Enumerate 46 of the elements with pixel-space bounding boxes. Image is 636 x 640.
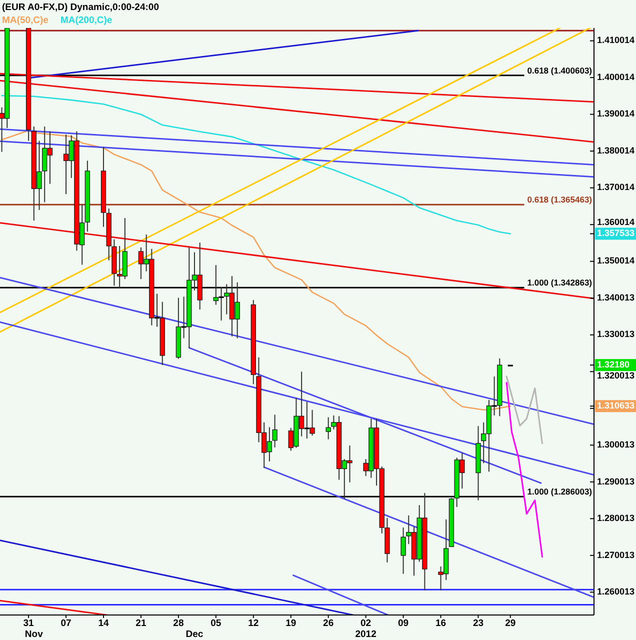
y-tick-label: 1.350014 [597, 256, 635, 266]
x-tick-label: 07 [60, 618, 72, 629]
x-tick-label: 23 [472, 618, 484, 629]
x-tick-label: 28 [173, 618, 184, 629]
y-tick-label: 1.260013 [597, 586, 635, 597]
x2-tick-label: 2012 [355, 629, 376, 640]
text: MA(50,C)e [2, 15, 48, 26]
y-tick-label: 1.330013 [597, 329, 635, 340]
y-tick-label: 1.390014 [597, 108, 635, 119]
y-tick-label: 1.300013 [597, 440, 635, 450]
y-tick-label: 1.360014 [597, 217, 635, 228]
y-tick-label: 1.32180 [597, 359, 630, 370]
x2-tick-label: Nov [24, 629, 44, 640]
x-tick-label: 16 [435, 618, 446, 629]
x-tick-label: 26 [323, 618, 334, 629]
y-tick-label: 1.410014 [597, 35, 635, 46]
ref-line-label: 1.000 (1.342863) [527, 278, 592, 288]
x-tick-label: 12 [248, 618, 259, 629]
ref-line-label: 0.618 (1.365463) [527, 194, 592, 205]
line-series [506, 376, 543, 444]
y-tick-label: 1.370014 [597, 182, 635, 192]
x-tick-label: 05 [210, 618, 222, 629]
candlestick [326, 416, 331, 440]
ref-line-label: 1.000 (1.286003) [527, 486, 592, 497]
chart-title: (EUR A0-FX,D) Dynamic,0:00-24:00 [2, 2, 159, 13]
x-tick-label: 31 [23, 618, 35, 629]
x2-tick-label: Dec [186, 629, 204, 640]
y-tick-label: 1.340013 [597, 292, 635, 302]
y-tick-label: 1.280013 [597, 513, 635, 524]
x-tick-label: 29 [505, 618, 516, 629]
x-tick-label: 09 [398, 618, 409, 629]
candlestick [272, 414, 278, 448]
line-series [1, 130, 512, 411]
ref-line-label: 0.618 (1.400603) [527, 65, 592, 76]
x-tick-label: 21 [136, 618, 147, 629]
x-tick-label: 19 [286, 618, 296, 629]
y-tick-label: 1.290013 [597, 476, 635, 486]
y-tick-label: 1.380014 [597, 145, 635, 156]
candlestick [400, 527, 406, 574]
line-series [1, 94, 512, 234]
text: MA(200,C)e [60, 15, 112, 26]
y-tick-label: 1.400014 [597, 72, 635, 82]
x-tick-label: 14 [98, 618, 110, 629]
y-tick-label: 1.320013 [597, 370, 635, 380]
y-tick-label: 1.270013 [597, 550, 635, 560]
x-tick-label: 02 [360, 618, 372, 629]
